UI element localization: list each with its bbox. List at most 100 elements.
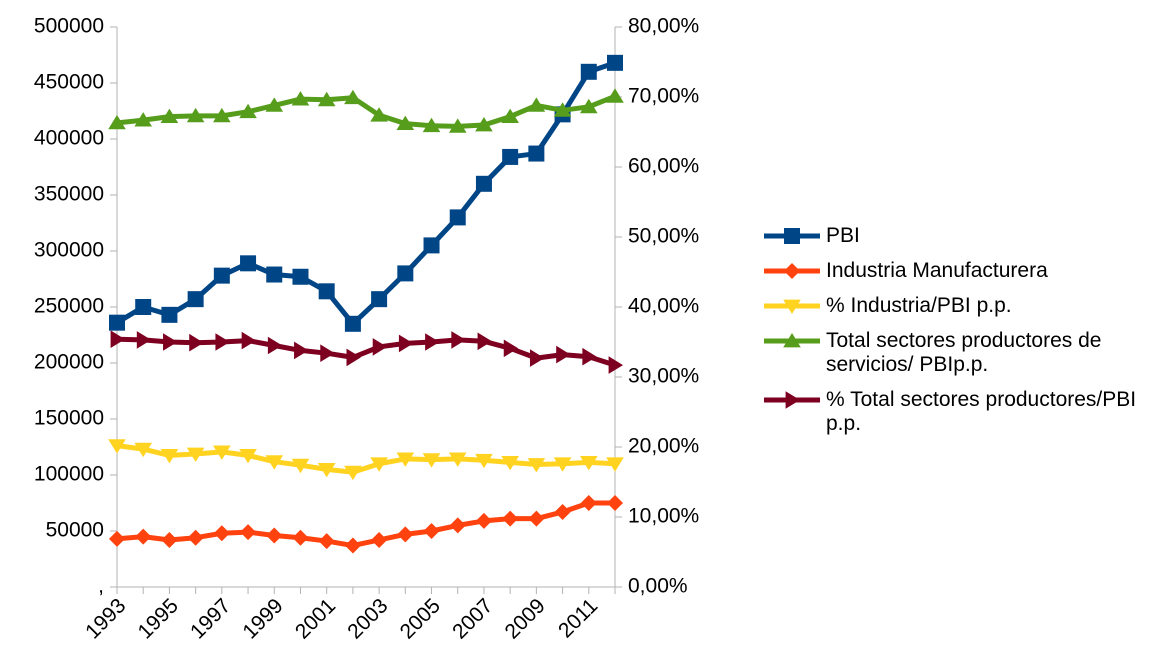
marker	[785, 391, 800, 409]
legend-entry: % Industria/PBI p.p.	[762, 294, 1172, 318]
marker	[187, 529, 204, 546]
x-tick-label: 1993	[81, 594, 130, 643]
marker	[477, 332, 492, 351]
x-tick-label: 2009	[501, 594, 550, 643]
legend-swatch	[764, 391, 820, 409]
legend-label: Industria Manufacturera	[826, 259, 1048, 282]
legend-label: % Total sectores productores/PBI p.p.	[826, 388, 1137, 435]
marker	[396, 115, 415, 130]
marker	[503, 339, 519, 358]
marker	[784, 228, 800, 244]
marker	[344, 89, 362, 105]
y-tick-label: 50000	[46, 519, 104, 542]
marker	[320, 344, 335, 362]
marker	[213, 267, 230, 284]
y-tick-label: 250000	[34, 295, 104, 318]
marker	[318, 533, 335, 550]
marker	[160, 108, 179, 123]
y2-tick-label: 30,00%	[628, 365, 699, 388]
legend-label: PBI	[826, 224, 860, 247]
marker	[239, 103, 257, 119]
marker	[213, 107, 231, 123]
x-tick-label: 1999	[238, 594, 287, 643]
marker	[556, 345, 571, 364]
marker	[422, 117, 441, 133]
x-tick-label: 2005	[396, 594, 445, 643]
x-tick-label: 2007	[448, 594, 497, 643]
marker	[475, 175, 492, 192]
marker	[136, 331, 152, 349]
marker	[109, 314, 125, 331]
legend-swatch	[764, 299, 820, 314]
y2-tick-label: 50,00%	[628, 225, 699, 248]
y-tick-label: 300000	[34, 239, 104, 262]
marker	[501, 456, 519, 471]
marker	[215, 333, 230, 351]
marker	[608, 356, 623, 374]
y-tick-label: 400000	[34, 127, 104, 150]
marker	[422, 453, 441, 468]
marker	[502, 510, 519, 527]
marker	[579, 98, 598, 114]
marker	[396, 452, 415, 467]
marker	[110, 330, 125, 348]
y-tick-label: 350000	[34, 183, 104, 206]
y-tick-label: 150000	[34, 407, 104, 430]
marker	[371, 291, 388, 308]
marker	[606, 88, 624, 103]
marker	[291, 91, 310, 106]
marker	[292, 268, 309, 285]
x-tick-label: 1997	[186, 594, 235, 643]
marker	[553, 102, 572, 117]
marker	[292, 529, 309, 546]
marker	[187, 291, 204, 308]
y-tick-label: 500000	[34, 15, 104, 38]
marker	[502, 148, 519, 165]
y2-tick-label: 10,00%	[628, 505, 699, 528]
y2-tick-label: 0,00%	[628, 575, 688, 598]
marker	[108, 439, 126, 454]
y2-tick-label: 20,00%	[628, 435, 699, 458]
marker	[607, 54, 623, 71]
marker	[371, 531, 388, 548]
marker	[318, 283, 335, 300]
marker	[294, 341, 309, 360]
marker	[241, 331, 257, 350]
marker	[266, 266, 283, 283]
x-tick-label: 2011	[554, 594, 602, 642]
marker	[213, 445, 231, 460]
y-tick-label: 100000	[34, 463, 104, 486]
y-tick-label: 200000	[34, 351, 104, 374]
marker	[186, 107, 205, 123]
legend-swatch	[764, 228, 820, 244]
marker	[449, 517, 466, 534]
legend-label: Total sectores productores de servicios/…	[826, 329, 1102, 376]
marker	[346, 348, 361, 367]
marker	[606, 457, 624, 472]
marker	[135, 299, 152, 315]
marker	[579, 456, 598, 471]
marker	[240, 255, 257, 272]
marker	[423, 237, 440, 254]
marker	[109, 530, 125, 547]
marker	[135, 528, 152, 545]
marker	[451, 331, 466, 349]
y-tick-label: ,	[98, 575, 104, 598]
marker	[267, 336, 283, 355]
x-tick-label: 2001	[291, 594, 340, 643]
marker	[134, 442, 153, 458]
legend-swatch	[764, 333, 820, 348]
marker	[449, 209, 466, 226]
legend: PBI Industria Manufacturera % Industria/PB…	[762, 224, 1172, 447]
marker	[317, 463, 336, 478]
marker	[189, 333, 204, 352]
marker	[265, 97, 284, 112]
marker	[186, 447, 205, 462]
marker	[291, 458, 310, 474]
marker	[161, 531, 178, 548]
marker	[448, 452, 467, 467]
marker	[580, 63, 597, 80]
y2-tick-label: 70,00%	[628, 85, 699, 108]
marker	[475, 512, 492, 529]
